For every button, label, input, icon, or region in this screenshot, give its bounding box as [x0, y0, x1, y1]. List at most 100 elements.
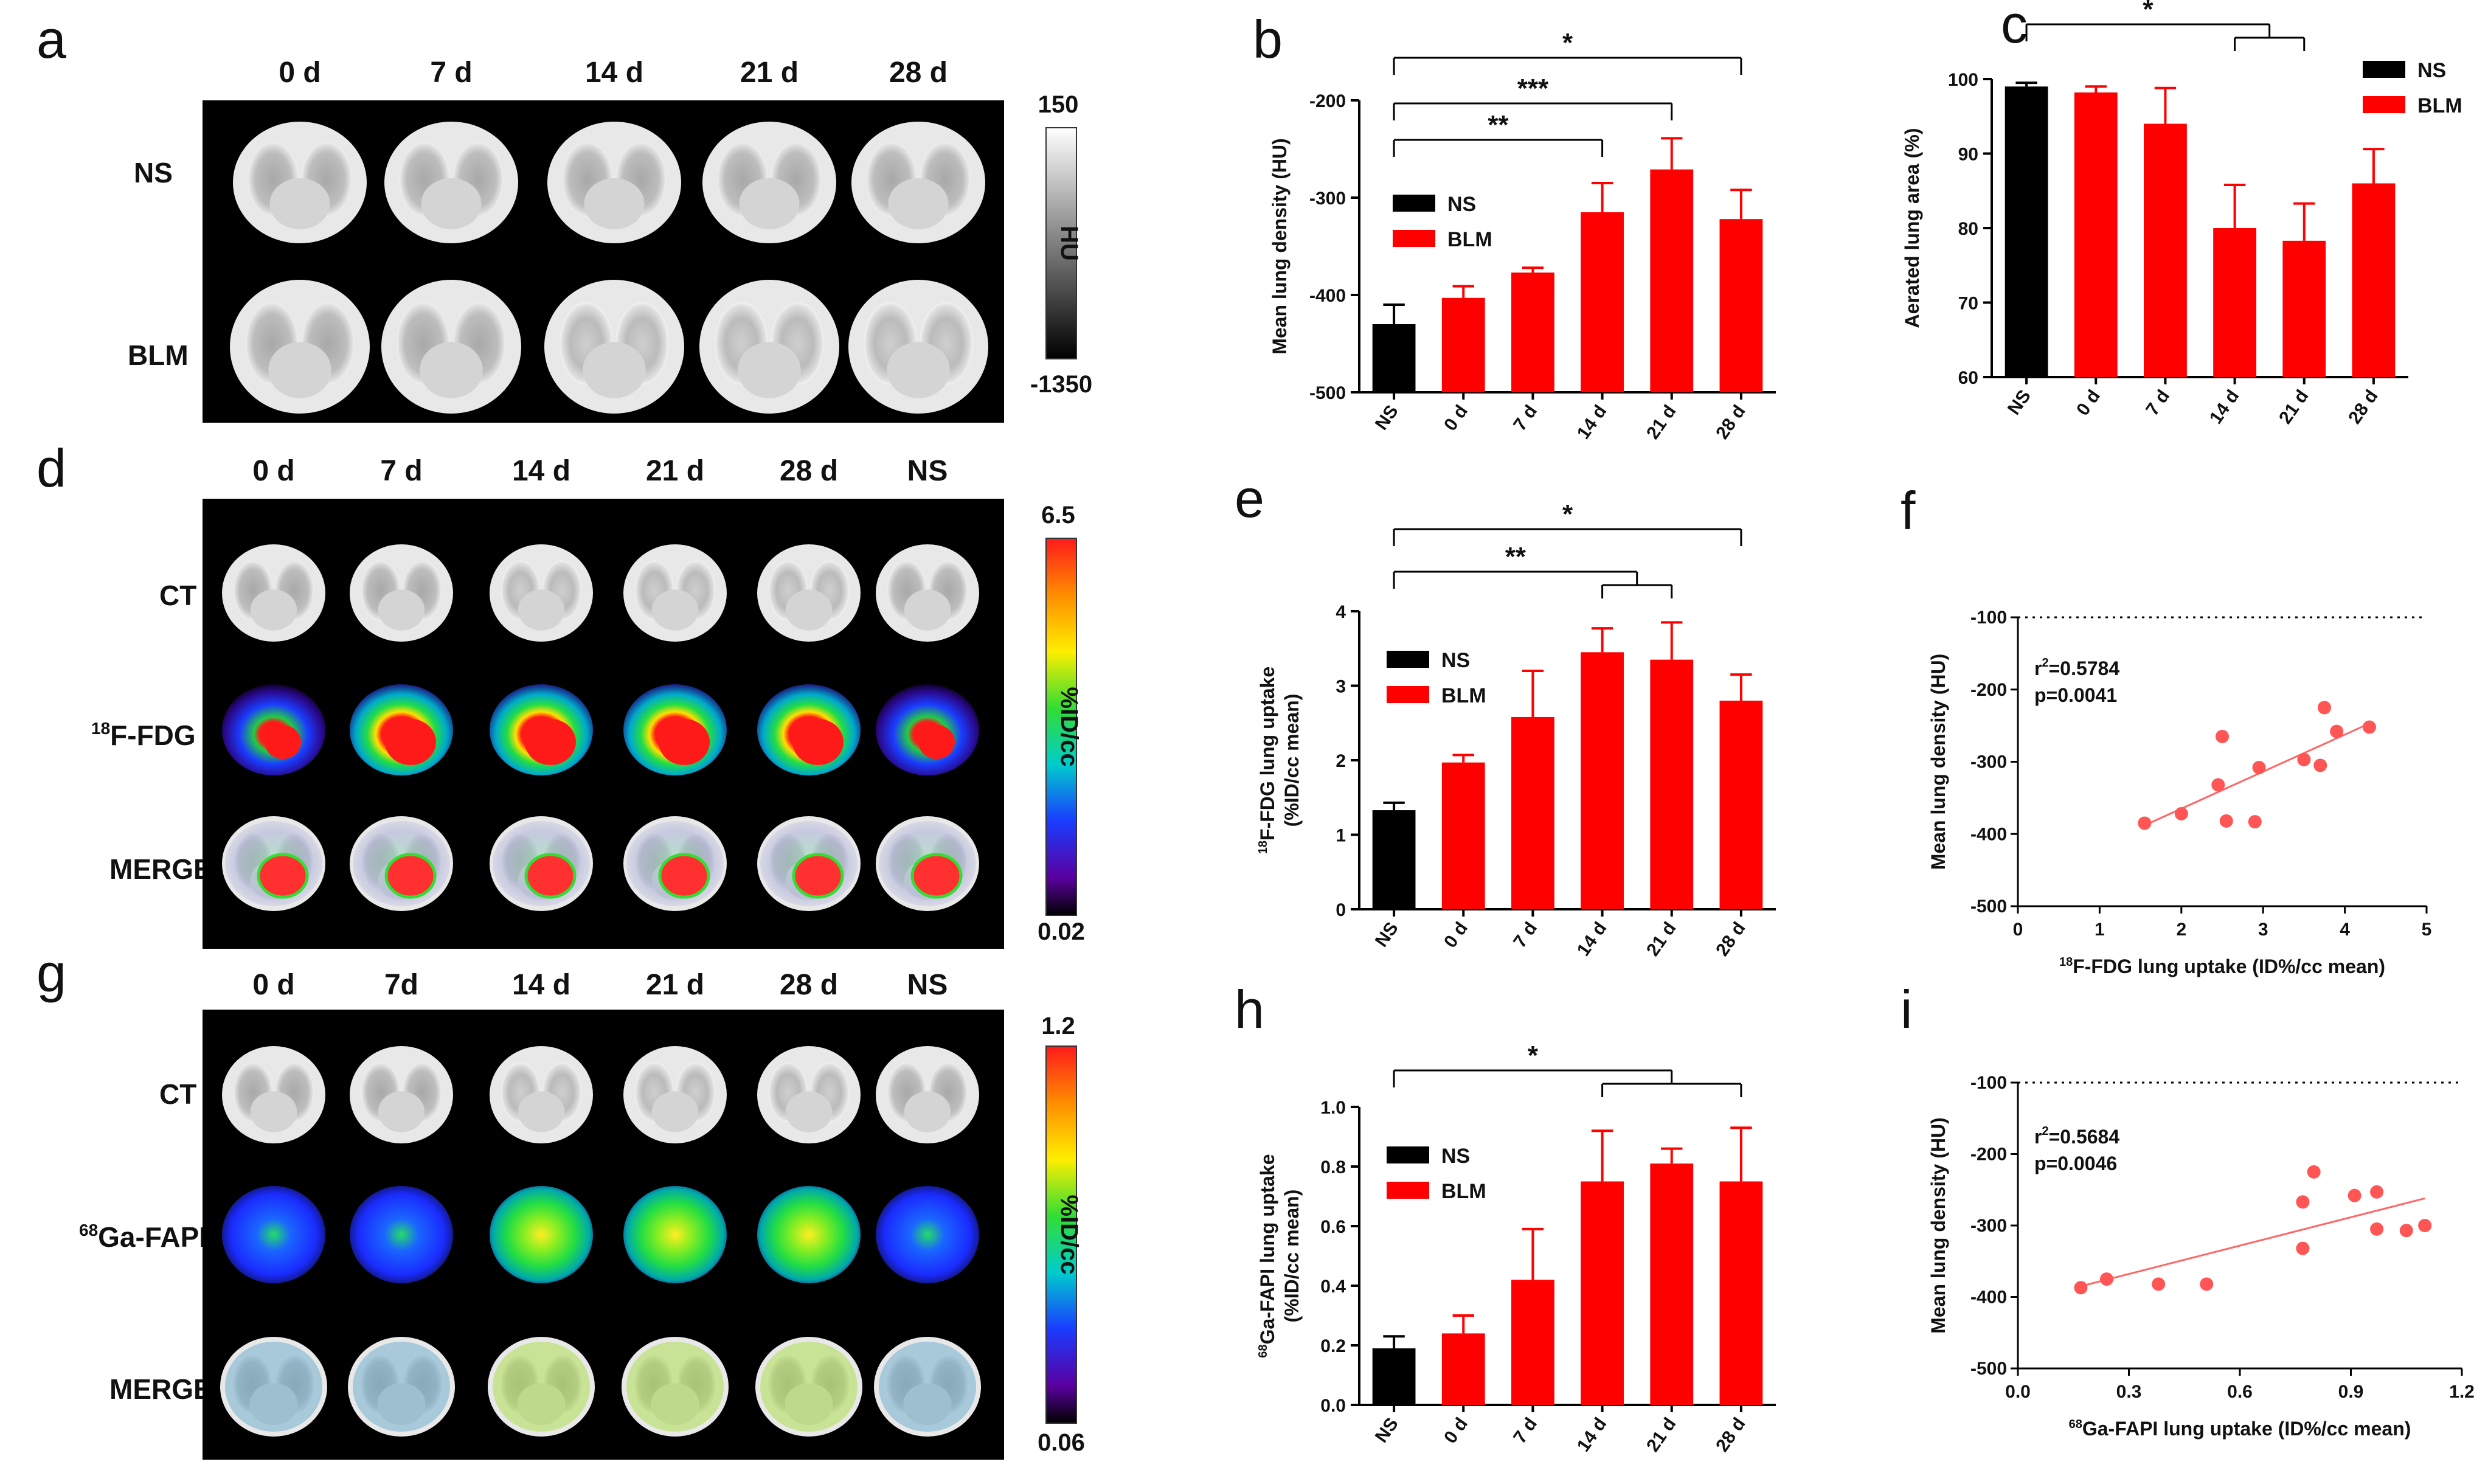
col-header: 21 d: [646, 455, 704, 487]
bar-28d: [1719, 1181, 1763, 1405]
y-tick-label: -500: [1970, 1359, 2007, 1379]
bar-21d: [1650, 1163, 1694, 1405]
r-squared-label: r2=0.5784: [2034, 656, 2119, 679]
panel-letter-c: c: [2001, 0, 2028, 54]
p-value-label: p=0.0041: [2034, 684, 2117, 706]
scatter-point: [2216, 729, 2229, 743]
x-tick-label: NS: [1371, 918, 1402, 951]
x-tick-label: 28 d: [2344, 386, 2382, 428]
col-header: 7 d: [380, 455, 422, 487]
merge-overlay: [626, 1342, 724, 1432]
panel-d: 0 d 7 d 14 d 21 d 28 d NS CT 18F-FDG MER…: [91, 455, 1085, 949]
heart-region: [269, 178, 330, 229]
r-squared-sup: 2: [2042, 656, 2048, 670]
scatter-point: [2418, 1219, 2432, 1232]
x-tick-label: 21 d: [1643, 918, 1680, 960]
colorbar-unit: %ID/cc: [1056, 687, 1083, 766]
merge-overlay: [493, 1342, 590, 1432]
y-tick-label: 0.2: [1320, 1336, 1346, 1356]
chart-c-aerated-lung-area: 60 70 80 90 100 Aerated lung area (%) NS 0 d 7 d…: [1901, 0, 2462, 428]
y-tick-label: -300: [1970, 1216, 2007, 1236]
panel-letter-f: f: [1901, 480, 1916, 541]
x-tick-label: 0.6: [2227, 1382, 2253, 1402]
y-axis-label: Mean lung density (HU): [1927, 654, 1949, 870]
bar-NS: [1372, 324, 1416, 392]
x-tick-label: 0 d: [1440, 401, 1472, 434]
heart-region: [420, 342, 483, 398]
fapi-slices: [220, 1046, 981, 1437]
panel-g: 0 d 7d 14 d 21 d 28 d NS CT 68Ga-FAPI ME…: [79, 969, 1085, 1460]
bar-NS: [2005, 86, 2048, 377]
x-tick-label: 14 d: [1573, 401, 1610, 443]
heart-region: [738, 342, 801, 398]
significance-marker: *: [1562, 28, 1573, 58]
y-axis-label-unit: (%ID/cc mean): [1281, 1190, 1303, 1323]
heart-hotspot: [659, 719, 710, 765]
x-tick-label: 7 d: [2142, 386, 2174, 419]
x-tick-label: 4: [2340, 920, 2350, 940]
legend-label-ns: NS: [1441, 1145, 1470, 1168]
bar-0d: [2074, 92, 2118, 378]
scatter-point: [2313, 758, 2327, 772]
y-tick-label: 0: [1336, 900, 1346, 920]
y-axis-label: 18F-FDG lung uptake: [1256, 667, 1278, 854]
row-label: CT: [159, 1078, 196, 1110]
heart-region: [785, 1091, 833, 1132]
panel-letter-g: g: [36, 943, 66, 1003]
x-tick-label: 28 d: [1712, 1414, 1749, 1455]
y-tick-label: -400: [1970, 1288, 2007, 1308]
fapi-uptake-blob: [490, 1186, 593, 1283]
bar-14d: [1581, 652, 1624, 909]
x-tick-label: 0.9: [2338, 1382, 2364, 1402]
col-header: 0 d: [279, 57, 321, 89]
panel-letter-i: i: [1901, 979, 1913, 1039]
scatter-point: [2200, 1277, 2214, 1291]
colorbar-max: 1.2: [1041, 1013, 1075, 1039]
colorbar-max: 6.5: [1041, 502, 1075, 529]
chart-h-fapi-uptake: 0.0 0.2 0.4 0.6 0.8 1.0 68Ga-FAPI lung uptake(…: [1256, 1041, 1776, 1455]
x-tick-label: NS: [1371, 1414, 1402, 1446]
bar-7d: [2144, 123, 2187, 377]
legend-label-blm: BLM: [2417, 94, 2462, 117]
fapi-uptake-blob: [222, 1186, 325, 1283]
bar-7d: [1511, 272, 1554, 392]
y-axis-label-main: Ga-FAPI lung uptake: [1256, 1154, 1278, 1344]
heart-region: [888, 178, 949, 229]
heart-region: [250, 589, 297, 631]
heart-hotspot: [792, 719, 844, 765]
scatter-point: [2330, 724, 2344, 738]
heart-hotspot: [658, 853, 710, 899]
x-tick-label: 2: [2176, 920, 2186, 940]
heart-region: [904, 589, 951, 631]
heart-region: [785, 589, 833, 631]
bar-28d: [2352, 183, 2396, 377]
fapi-uptake-blob: [876, 1186, 979, 1283]
fapi-uptake-blob: [350, 1186, 453, 1283]
y-tick-label: -100: [1970, 608, 2007, 628]
heart-region: [651, 1091, 699, 1132]
legend-label-blm: BLM: [1441, 1180, 1486, 1203]
significance-marker: **: [1505, 542, 1526, 572]
colorbar-gray: [1045, 127, 1077, 359]
significance-marker: **: [1488, 110, 1509, 140]
merge-overlay: [225, 1342, 322, 1432]
x-tick-label: 7 d: [1509, 918, 1541, 951]
scatter-point: [2297, 752, 2311, 766]
legend-swatch-ns: [1387, 1146, 1429, 1163]
panel-letter-b: b: [1253, 9, 1283, 69]
significance-marker: *: [2143, 0, 2154, 24]
bar-0d: [1441, 762, 1485, 909]
y-axis-label-sup: 68: [1256, 1344, 1270, 1357]
heart-hotspot: [257, 853, 309, 899]
y-tick-label: 70: [1958, 294, 1978, 314]
colorbar-unit: %ID/cc: [1056, 1194, 1083, 1274]
y-tick-label: 0.8: [1320, 1157, 1346, 1177]
bar-21d: [1650, 659, 1694, 909]
y-tick-label: -300: [1970, 752, 2007, 772]
colorbar-min: 0.06: [1038, 1429, 1085, 1456]
y-axis-label: 68Ga-FAPI lung uptake: [1256, 1154, 1278, 1357]
colorbar-min: 0.02: [1038, 918, 1085, 945]
bar-14d: [2213, 228, 2256, 377]
fapi-uptake-blob: [623, 1186, 727, 1283]
chart-f-fdg-scatter: -500 -400 -300 -200 -100 0 1 2 3 4 5 18F-FDG lung u…: [1927, 608, 2431, 977]
